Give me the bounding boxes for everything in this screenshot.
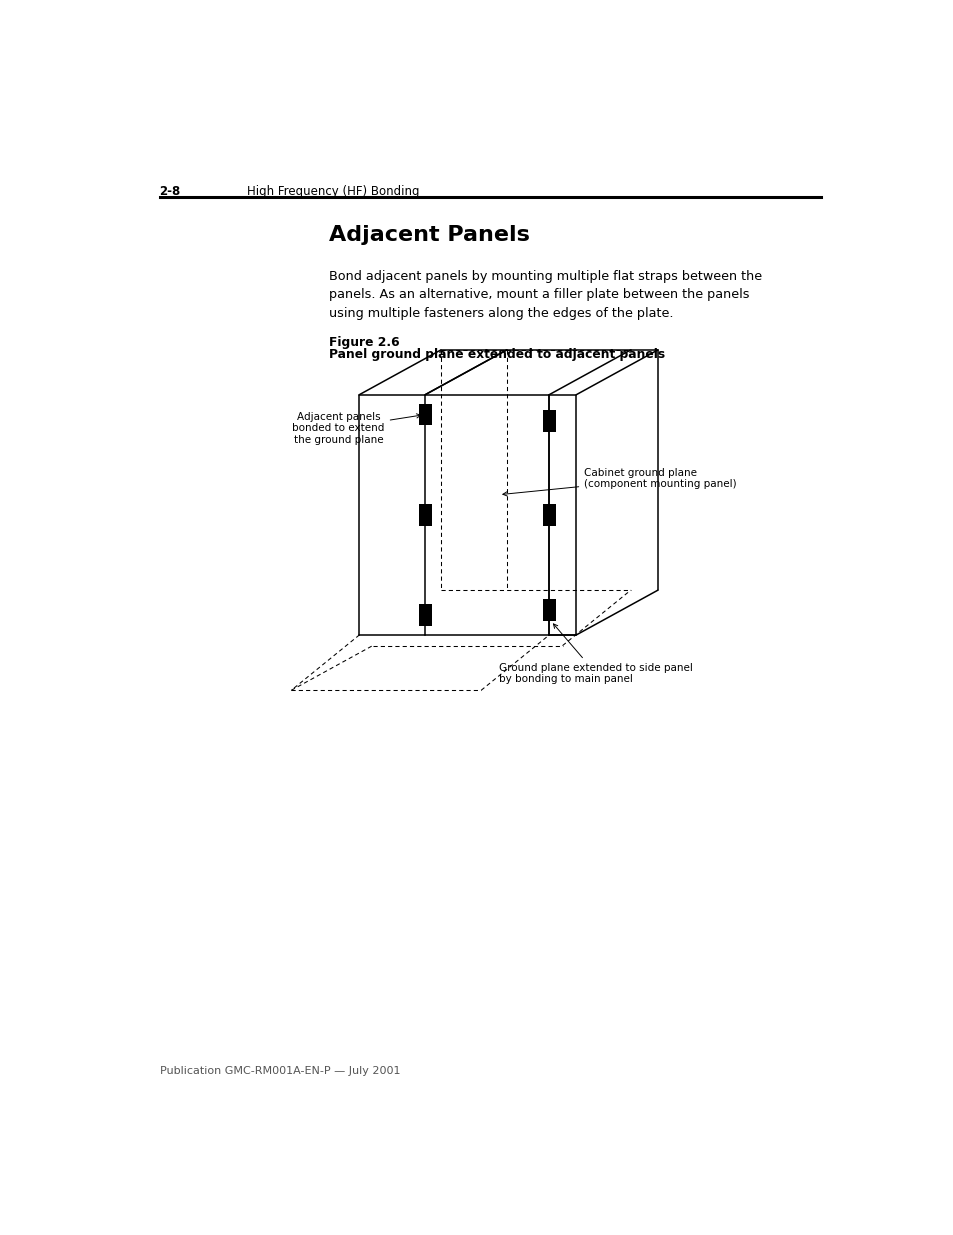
Bar [542, 599, 555, 621]
Text: Panel ground plane extended to adjacent panels: Panel ground plane extended to adjacent … [329, 347, 664, 361]
Bar [418, 604, 431, 626]
Bar [418, 504, 431, 526]
Text: Adjacent Panels: Adjacent Panels [329, 225, 530, 246]
Bar [542, 504, 555, 526]
Text: Ground plane extended to side panel
by bonding to main panel: Ground plane extended to side panel by b… [498, 624, 692, 684]
Text: Publication GMC-RM001A-EN-P — July 2001: Publication GMC-RM001A-EN-P — July 2001 [159, 1066, 399, 1076]
Bar [418, 404, 431, 425]
Text: 2-8: 2-8 [159, 185, 181, 198]
Text: Adjacent panels
bonded to extend
the ground plane: Adjacent panels bonded to extend the gro… [292, 411, 420, 445]
Text: High Frequency (HF) Bonding: High Frequency (HF) Bonding [247, 185, 419, 198]
Text: Cabinet ground plane
(component mounting panel): Cabinet ground plane (component mounting… [502, 468, 736, 496]
Text: Bond adjacent panels by mounting multiple flat straps between the
panels. As an : Bond adjacent panels by mounting multipl… [329, 270, 761, 320]
Bar [542, 410, 555, 431]
Text: Figure 2.6: Figure 2.6 [329, 336, 399, 350]
